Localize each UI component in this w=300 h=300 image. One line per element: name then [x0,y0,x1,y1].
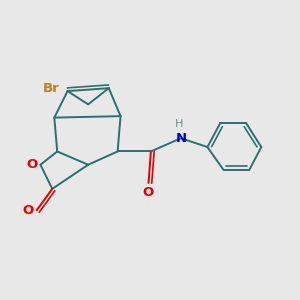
Text: H: H [175,119,184,129]
Text: N: N [176,132,187,145]
Text: O: O [142,186,153,199]
Text: O: O [23,204,34,217]
Text: Br: Br [43,82,60,95]
Text: O: O [27,158,38,171]
